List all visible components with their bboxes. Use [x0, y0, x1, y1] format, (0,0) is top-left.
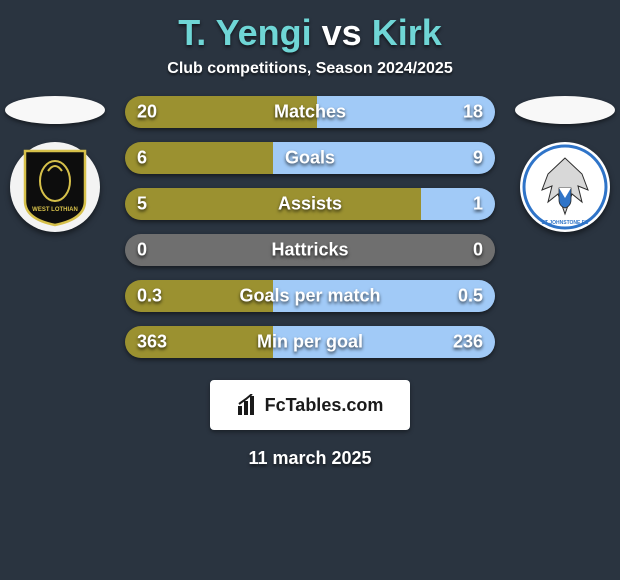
bar-right-value: 236 — [453, 332, 483, 353]
svg-text:ST JOHNSTONE FC: ST JOHNSTONE FC — [542, 220, 589, 226]
bar-right-value: 0.5 — [458, 286, 483, 307]
bar-right-value: 0 — [473, 240, 483, 261]
bar-left-value: 0.3 — [137, 286, 162, 307]
stat-bar-row: 20 Matches 18 — [125, 96, 495, 128]
stat-bar-row: 0.3 Goals per match 0.5 — [125, 280, 495, 312]
bar-stat-label: Hattricks — [271, 240, 348, 261]
bar-left-fill — [125, 188, 421, 220]
team2-badge: ST JOHNSTONE FC — [520, 142, 610, 232]
right-side: ST JOHNSTONE FC — [510, 96, 620, 232]
player1-silhouette — [5, 96, 105, 124]
comparison-arena: WEST LOTHIAN ST JOHNSTONE FC 20 Matches 18… — [0, 96, 620, 358]
player1-name: T. Yengi — [178, 12, 311, 53]
bar-left-fill — [125, 142, 273, 174]
svg-text:WEST LOTHIAN: WEST LOTHIAN — [32, 207, 78, 213]
date-label: 11 march 2025 — [248, 448, 371, 469]
attribution-box[interactable]: FcTables.com — [210, 380, 410, 430]
bar-right-value: 1 — [473, 194, 483, 215]
page-title: T. Yengi vs Kirk — [178, 12, 442, 54]
stat-bar-row: 6 Goals 9 — [125, 142, 495, 174]
attribution-label: FcTables.com — [265, 395, 384, 416]
bar-left-value: 363 — [137, 332, 167, 353]
bar-chart-icon — [237, 394, 259, 416]
shield-icon: WEST LOTHIAN — [20, 147, 90, 227]
player2-silhouette — [515, 96, 615, 124]
eagle-crest-icon: ST JOHNSTONE FC — [522, 144, 608, 230]
stat-bar-row: 5 Assists 1 — [125, 188, 495, 220]
bar-left-value: 6 — [137, 148, 147, 169]
stat-bar-row: 363 Min per goal 236 — [125, 326, 495, 358]
left-side: WEST LOTHIAN — [0, 96, 110, 232]
bar-right-fill — [421, 188, 495, 220]
bar-stat-label: Matches — [274, 102, 346, 123]
bar-left-value: 0 — [137, 240, 147, 261]
vs-label: vs — [322, 12, 362, 53]
bar-right-value: 18 — [463, 102, 483, 123]
bar-stat-label: Goals — [285, 148, 335, 169]
stat-bars: 20 Matches 18 6 Goals 9 5 Assists 1 0 Hattricks 0 0.… — [125, 96, 495, 358]
stat-bar-row: 0 Hattricks 0 — [125, 234, 495, 266]
player2-name: Kirk — [372, 12, 442, 53]
bar-left-value: 20 — [137, 102, 157, 123]
subtitle: Club competitions, Season 2024/2025 — [167, 60, 452, 78]
bar-stat-label: Goals per match — [239, 286, 380, 307]
team1-badge: WEST LOTHIAN — [10, 142, 100, 232]
chart-container: T. Yengi vs Kirk Club competitions, Seas… — [0, 0, 620, 469]
bar-right-value: 9 — [473, 148, 483, 169]
bar-stat-label: Min per goal — [257, 332, 363, 353]
bar-stat-label: Assists — [278, 194, 342, 215]
bar-left-value: 5 — [137, 194, 147, 215]
